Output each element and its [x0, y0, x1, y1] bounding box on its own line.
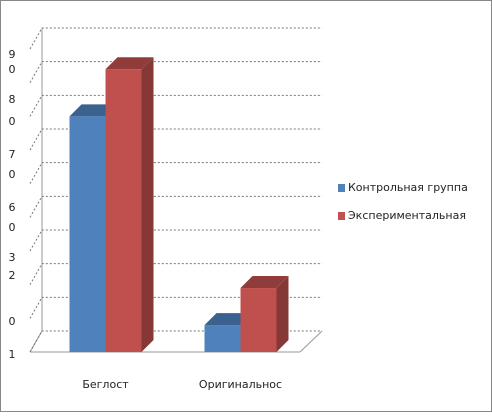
bar [69, 116, 106, 352]
bar [240, 288, 277, 352]
y-axis-text: 3 [9, 251, 16, 264]
bar-side [141, 57, 154, 352]
y-axis-text: 2 [9, 269, 16, 282]
grid-line [29, 195, 322, 218]
grid-line [29, 296, 322, 319]
bar-top [240, 276, 289, 289]
legend-label: Экспериментальная [348, 209, 466, 222]
bar-side [276, 276, 289, 352]
bar [105, 69, 142, 352]
y-axis-text: 6 [9, 201, 16, 214]
grid-line [29, 61, 322, 83]
y-axis-text: 8 [9, 93, 16, 106]
y-axis-text: 7 [9, 148, 16, 161]
y-axis-text: 1 [9, 348, 16, 361]
axis-line [299, 330, 323, 353]
grid-line [29, 162, 322, 184]
bar [204, 325, 241, 352]
bar-top [105, 57, 154, 70]
grid-line [29, 229, 322, 252]
legend-swatch [338, 184, 345, 192]
y-axis-text: 0 [9, 168, 16, 181]
y-axis-text: 0 [9, 63, 16, 76]
y-axis-text: 9 [9, 48, 16, 61]
y-axis-text: 0 [9, 115, 16, 128]
grid-line [29, 94, 322, 117]
grid-line [29, 330, 322, 353]
y-axis-text: 0 [9, 221, 16, 234]
x-tick-label: Беглост [82, 378, 129, 391]
legend-label: Контрольная группа [348, 181, 468, 194]
grid-line [29, 263, 322, 285]
x-tick-label: Оригинальнос [199, 378, 282, 391]
grid-line [29, 27, 322, 50]
y-axis-text: 0 [9, 315, 16, 328]
legend-swatch [338, 212, 345, 220]
grid-line [29, 128, 322, 151]
